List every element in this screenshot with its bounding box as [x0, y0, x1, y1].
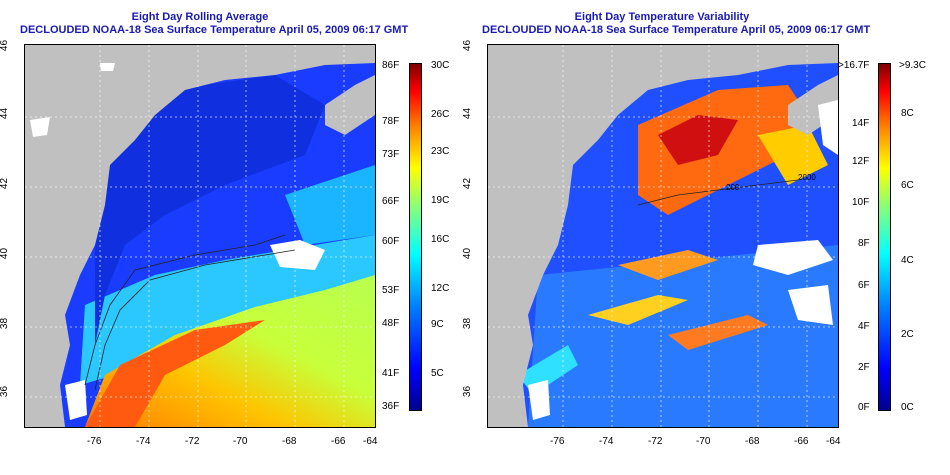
nova-scotia-land: [325, 75, 375, 135]
frontal-variability: [588, 295, 688, 325]
cb-tick-f: 4F: [858, 321, 870, 332]
lat-tick: 38: [0, 317, 11, 330]
left-map-image: [25, 45, 375, 427]
cb-tick-f: 86F: [382, 60, 400, 71]
cb-tick-f: 41F: [382, 368, 400, 379]
lat-tick: 44: [0, 107, 11, 120]
cb-tick-c: 12C: [431, 283, 450, 294]
lat-tick: 42: [0, 177, 11, 190]
contour-label: 200: [726, 183, 740, 192]
cb-tick-f: 48F: [382, 318, 400, 329]
cb-tick-f: 53F: [382, 285, 400, 296]
cloud-patch: [528, 380, 550, 420]
left-title-line2: DECLOUDED NOAA-18 Sea Surface Temperatur…: [20, 24, 409, 36]
lat-tick: 40: [0, 247, 11, 260]
lat-tick: 40: [462, 247, 474, 260]
lat-tick: 36: [0, 385, 11, 398]
cb-tick-c: 2C: [901, 329, 914, 340]
cb-tick-c: 6C: [901, 180, 914, 191]
land-mass: [25, 45, 375, 427]
lon-tick: -76: [550, 436, 565, 447]
lon-tick: -74: [599, 436, 614, 447]
lon-tick: -64: [363, 436, 378, 447]
lon-tick: -68: [282, 436, 297, 447]
graticule: [488, 45, 838, 427]
cloud-patch: [270, 240, 325, 270]
lat-tick: 36: [462, 385, 474, 398]
cb-tick-f: 8F: [858, 238, 870, 249]
cb-tick-c: 8C: [901, 108, 914, 119]
lon-tick: -70: [233, 436, 248, 447]
lon-tick: -72: [648, 436, 663, 447]
coastal-variability: [518, 345, 578, 395]
right-title-line1: Eight Day Temperature Variability: [574, 11, 750, 23]
cloud-patch: [100, 63, 115, 71]
cb-tick-c: 9C: [431, 319, 444, 330]
cb-tick-c: 23C: [431, 146, 450, 157]
lon-tick: -74: [136, 436, 151, 447]
depth-contour: [637, 179, 799, 206]
slope-water-north: [285, 165, 375, 245]
cb-tick-c: 26C: [431, 109, 450, 120]
cloud-patch: [65, 380, 87, 420]
lat-tick: 38: [462, 317, 474, 330]
lon-tick: -64: [826, 436, 841, 447]
gulf-stream-water: [85, 275, 375, 427]
frontal-variability: [668, 315, 768, 350]
cloud-patch: [30, 117, 50, 137]
lon-tick: -66: [794, 436, 809, 447]
left-map: [24, 44, 376, 428]
cb-tick-c: >9.3C: [899, 60, 926, 71]
contour-label: 2000: [798, 173, 816, 182]
cb-tick-f: 10F: [852, 197, 870, 208]
lat-tick: 46: [462, 39, 474, 52]
land-mass: [488, 45, 838, 427]
graticule: [25, 45, 375, 427]
lon-tick: -70: [696, 436, 711, 447]
cb-tick-c: 30C: [431, 60, 450, 71]
cb-tick-c: 19C: [431, 195, 450, 206]
right-map: 200 2000: [487, 44, 839, 428]
cb-tick-f: 36F: [382, 401, 400, 412]
coastal-cold-water: [95, 75, 325, 345]
depth-contour: [94, 249, 296, 391]
cb-tick-f: >16.7F: [838, 60, 870, 71]
cloud-patch: [753, 240, 833, 275]
left-title-line1: Eight Day Rolling Average: [131, 11, 269, 23]
cb-tick-f: 0F: [858, 402, 870, 413]
lat-tick: 42: [462, 177, 474, 190]
cb-tick-f: 2F: [858, 362, 870, 373]
lon-tick: -68: [745, 436, 760, 447]
cb-tick-c: 5C: [431, 368, 444, 379]
left-colorbar: [409, 63, 422, 411]
cb-tick-f: 6F: [858, 280, 870, 291]
cb-tick-f: 73F: [382, 149, 400, 160]
cb-tick-c: 0C: [901, 402, 914, 413]
lon-tick: -66: [331, 436, 346, 447]
lon-tick: -72: [185, 436, 200, 447]
cb-tick-c: 4C: [901, 255, 914, 266]
cb-tick-f: 12F: [852, 156, 870, 167]
cloud-patch: [788, 285, 833, 325]
peak-variability-zone: [658, 115, 738, 165]
depth-contour: [84, 234, 286, 386]
lon-tick: -76: [87, 436, 102, 447]
cb-tick-f: 60F: [382, 236, 400, 247]
gulf-stream-core: [85, 320, 265, 427]
right-map-image: 200 2000: [488, 45, 838, 427]
high-variability-zone: [758, 125, 828, 185]
cb-tick-f: 14F: [852, 118, 870, 129]
right-colorbar: [878, 63, 891, 411]
lat-tick: 46: [0, 39, 11, 52]
cb-tick-f: 78F: [382, 116, 400, 127]
high-variability-zone: [638, 85, 808, 215]
cb-tick-f: 66F: [382, 196, 400, 207]
frontal-variability: [618, 250, 718, 280]
lat-tick: 44: [462, 107, 474, 120]
cb-tick-c: 16C: [431, 234, 450, 245]
cloud-patch: [818, 100, 838, 155]
right-title-line2: DECLOUDED NOAA-18 Sea Surface Temperatur…: [482, 24, 871, 36]
